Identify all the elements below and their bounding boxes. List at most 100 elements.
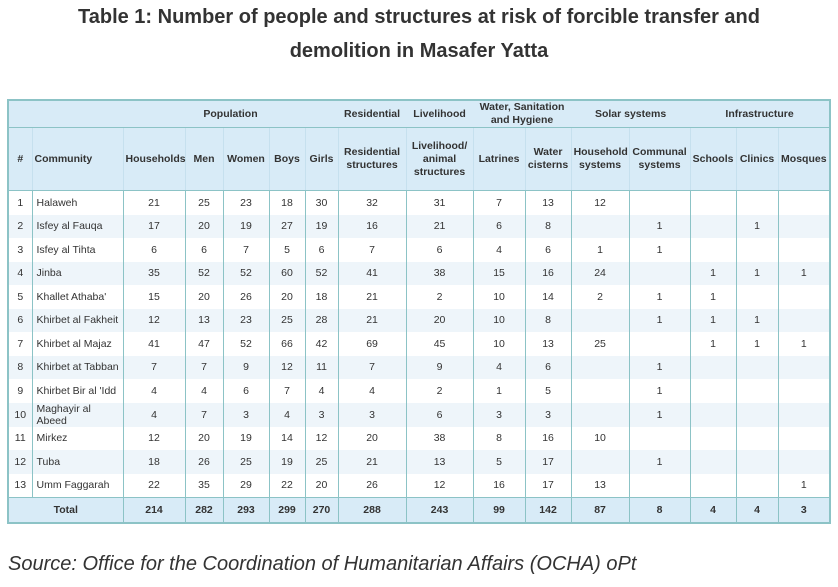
total-cell: 99 [472, 497, 526, 523]
community-cell: Maghayir al Abeed [31, 402, 123, 427]
table-cell: 14 [268, 426, 305, 450]
table-cell: 6 [122, 238, 185, 262]
table-row: 6 Khirbet al Fakheit 12 13 23 25 28 21 20 10 8 1 1 1 [8, 308, 831, 332]
table-title-line1: Table 1: Number of people and structures… [78, 6, 760, 28]
table-cell: 41 [337, 261, 407, 285]
table-cell: 4 [304, 379, 339, 403]
table-cell: 10 [472, 332, 526, 356]
table-cell: 7 [222, 238, 269, 262]
table-cell: 60 [268, 261, 305, 285]
table-row: 12 Tuba 18 26 25 19 25 21 13 5 17 1 [8, 450, 831, 474]
total-label: Total [7, 497, 123, 523]
table-cell: 13 [405, 450, 474, 474]
table-cell: 13 [184, 308, 223, 332]
table-cell [570, 214, 630, 238]
table-cell: 35 [184, 473, 223, 498]
table-cell: 4 [472, 238, 526, 262]
table-cell [777, 450, 831, 474]
table-cell [735, 355, 779, 379]
table-cell: 45 [405, 332, 474, 356]
table-cell: 3 [304, 402, 339, 427]
table-cell: 17 [524, 473, 572, 498]
table-cell [735, 473, 779, 498]
table-cell: 12 [304, 426, 339, 450]
table-cell: 38 [405, 426, 474, 450]
table-cell: 6 [184, 238, 223, 262]
table-cell: 66 [268, 332, 305, 356]
table-cell: 9 [17, 384, 24, 397]
table-cell [628, 261, 691, 285]
table-cell: 2 [405, 379, 474, 403]
table-cell: 1 [628, 308, 691, 332]
table-cell: 20 [184, 426, 223, 450]
table-cell: 30 [304, 190, 339, 215]
table-cell: 16 [524, 261, 572, 285]
table-cell: 2 [8, 214, 32, 238]
total-cell: 142 [524, 497, 572, 523]
table-cell: 2 [570, 285, 630, 309]
table-cell: 25 [570, 332, 630, 356]
table-cell: 10 [472, 308, 526, 332]
table-cell: 7 [337, 238, 407, 262]
table-cell: 1 [628, 285, 691, 309]
table-cell: 1 [777, 473, 831, 498]
table-cell: 15 [122, 285, 185, 309]
table-cell: 20 [184, 285, 223, 309]
table-cell: 16 [337, 214, 407, 238]
table-cell: 4 [8, 261, 32, 285]
table-cell: 19 [222, 214, 269, 238]
table-cell [570, 308, 630, 332]
table-row: 11 Mirkez 12 20 19 14 12 20 38 8 16 10 [8, 426, 831, 450]
table-row: 13 Umm Faggarah 22 35 29 22 20 26 12 16 17 13 1 [8, 473, 831, 498]
table-cell: 22 [122, 473, 185, 498]
table-cell: 7 [122, 355, 185, 379]
total-cell: 87 [570, 497, 630, 523]
table-cell: 3 [17, 243, 24, 256]
community-cell: Khirbet al Fakheit [31, 308, 123, 332]
table-cell [689, 379, 737, 403]
table-cell: 1 [689, 285, 737, 309]
table-cell: 8 [472, 426, 526, 450]
community-cell: Jinba [31, 261, 123, 285]
table-cell: 12 [268, 355, 305, 379]
table-cell: 16 [472, 473, 526, 498]
table-cell [777, 238, 831, 262]
table-cell [628, 332, 691, 356]
table-cell: 6 [524, 355, 572, 379]
table-cell: 6 [405, 402, 474, 427]
table-cell: 1 [735, 308, 779, 332]
group-solar: Solar systems [571, 100, 691, 128]
table-cell: 21 [337, 308, 407, 332]
total-cell: 288 [337, 497, 407, 523]
table-cell: 25 [222, 450, 269, 474]
table-cell: 52 [304, 261, 339, 285]
total-cell: 214 [122, 497, 185, 523]
table-cell [570, 355, 630, 379]
column-header: Communal systems [628, 127, 691, 191]
table-cell: 26 [184, 450, 223, 474]
table-cell: 7 [268, 379, 305, 403]
table-row: 8 Khirbet at Tabban 7 7 9 12 11 7 9 4 6 1 [8, 355, 831, 379]
table-cell: 5 [268, 238, 305, 262]
table-cell: 21 [122, 190, 185, 215]
table-cell: 7 [472, 190, 526, 215]
total-cell: 8 [628, 497, 691, 523]
total-cell: 4 [735, 497, 779, 523]
table-cell: 12 [405, 473, 474, 498]
community-cell: Isfey al Tihta [31, 238, 123, 262]
table-cell: 10 [472, 285, 526, 309]
table-cell: 1 [735, 214, 779, 238]
table-cell: 26 [337, 473, 407, 498]
community-cell: Khirbet al Majaz [31, 332, 123, 356]
table-cell: 13 [14, 479, 27, 492]
table-cell: 11 [14, 432, 26, 445]
table-cell: 16 [524, 426, 572, 450]
table-cell [777, 285, 831, 309]
table-cell: 52 [222, 261, 269, 285]
table-cell: 19 [222, 426, 269, 450]
table-cell: 6 [524, 238, 572, 262]
source-note: Source: Office for the Coordination of H… [8, 553, 637, 575]
table-cell: 7 [184, 402, 223, 427]
table-cell: 6 [304, 238, 339, 262]
table-row: 4 Jinba 35 52 52 60 52 41 38 15 16 24 1 1 1 [8, 261, 831, 285]
